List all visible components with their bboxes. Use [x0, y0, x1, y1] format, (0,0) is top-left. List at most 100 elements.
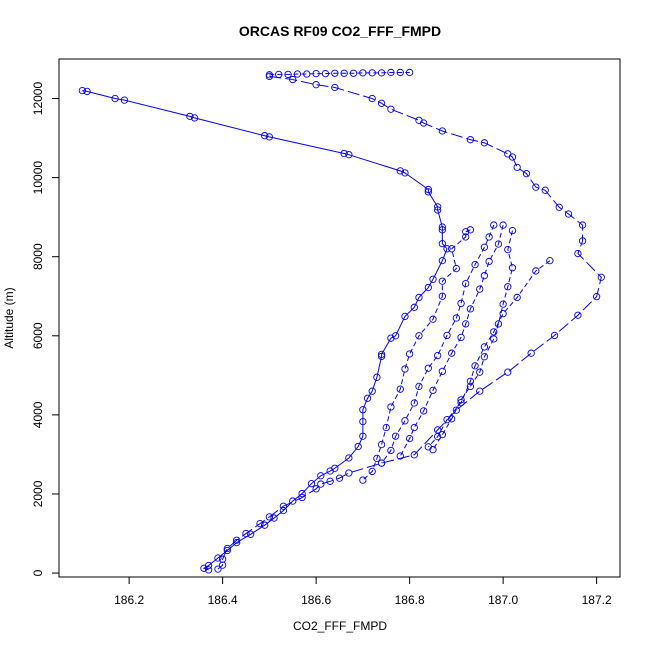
series-8 — [424, 257, 554, 451]
plot-frame — [58, 58, 621, 578]
data-point — [424, 185, 432, 194]
data-point — [429, 315, 437, 323]
data-point — [438, 367, 446, 376]
chart-title: ORCAS RF09 CO2_FFF_FMPD — [239, 23, 441, 39]
data-point — [204, 566, 213, 574]
data-point — [261, 132, 269, 140]
data-point — [476, 368, 484, 376]
series-4 — [359, 226, 475, 484]
data-point — [410, 423, 418, 432]
data-point — [508, 264, 517, 272]
data-point — [265, 513, 274, 521]
data-point — [438, 257, 446, 265]
data-point — [321, 69, 330, 78]
series-1 — [78, 86, 451, 574]
x-tick-label: 186.4 — [208, 593, 238, 607]
data-point — [462, 233, 470, 241]
y-axis-label: Altitude (m) — [2, 287, 16, 348]
data-point — [578, 237, 587, 245]
data-point — [410, 399, 418, 407]
data-point — [387, 403, 395, 411]
data-point — [476, 285, 484, 293]
data-point — [452, 406, 461, 414]
series-2 — [214, 72, 605, 573]
x-tick-label: 187.2 — [582, 593, 612, 607]
data-point — [377, 459, 386, 467]
data-point — [265, 71, 274, 79]
data-point — [391, 332, 400, 340]
data-point — [368, 94, 376, 103]
data-point — [265, 133, 274, 141]
data-point — [387, 68, 395, 77]
data-point — [377, 440, 386, 449]
data-point — [462, 228, 470, 236]
data-point — [368, 467, 376, 476]
data-point — [434, 203, 442, 211]
data-point — [494, 320, 503, 328]
series-line — [82, 90, 448, 571]
data-point — [480, 343, 489, 351]
data-point — [223, 544, 231, 553]
data-point — [438, 277, 446, 285]
data-point — [256, 519, 264, 528]
data-point — [574, 249, 582, 258]
data-point — [471, 260, 479, 269]
data-point — [359, 476, 367, 484]
data-point — [508, 153, 517, 161]
data-point — [223, 546, 231, 555]
data-point — [550, 331, 559, 340]
data-point — [368, 69, 376, 77]
data-point — [415, 293, 423, 302]
data-point — [485, 257, 493, 266]
data-point — [345, 469, 353, 477]
data-point — [401, 169, 409, 177]
data-point — [457, 398, 465, 407]
data-point — [466, 377, 475, 385]
data-point — [279, 506, 288, 515]
data-point — [532, 267, 540, 275]
data-point — [434, 351, 442, 360]
data-point — [480, 272, 489, 280]
data-point — [578, 221, 587, 229]
data-point — [377, 350, 386, 359]
data-point — [508, 226, 517, 235]
data-point — [326, 477, 334, 485]
data-point — [504, 283, 512, 291]
y-axis: 0 2000 4000 6000 8000 10000 12000 — [31, 82, 59, 576]
data-point — [359, 406, 367, 414]
data-point — [555, 203, 563, 211]
data-point — [438, 223, 446, 231]
y-tick-label: 8000 — [31, 243, 45, 270]
data-point — [419, 119, 428, 127]
data-point — [448, 245, 456, 253]
data-point — [443, 415, 451, 424]
series-3 — [265, 68, 414, 79]
series-5 — [377, 221, 498, 467]
data-point — [471, 362, 479, 370]
data-point — [438, 240, 446, 248]
data-point — [312, 69, 320, 78]
data-point — [546, 257, 554, 265]
data-point — [480, 353, 489, 361]
data-point — [438, 226, 446, 234]
series-line — [217, 75, 602, 570]
data-point — [476, 387, 484, 395]
data-point — [424, 364, 432, 372]
data-point — [522, 170, 531, 178]
data-point — [532, 183, 540, 191]
data-point — [443, 245, 451, 253]
data-point — [499, 221, 507, 229]
data-point — [527, 349, 535, 357]
data-point — [298, 493, 306, 502]
data-point — [289, 497, 297, 505]
data-point — [396, 68, 404, 77]
data-point — [452, 314, 461, 322]
data-point — [429, 386, 437, 395]
data-point — [429, 275, 437, 283]
data-point — [214, 554, 222, 562]
data-point — [354, 442, 362, 451]
x-axis-label: CO2_FFF_FMPD — [293, 619, 387, 633]
data-point — [275, 70, 283, 79]
series-line — [427, 260, 551, 448]
data-point — [340, 69, 348, 77]
